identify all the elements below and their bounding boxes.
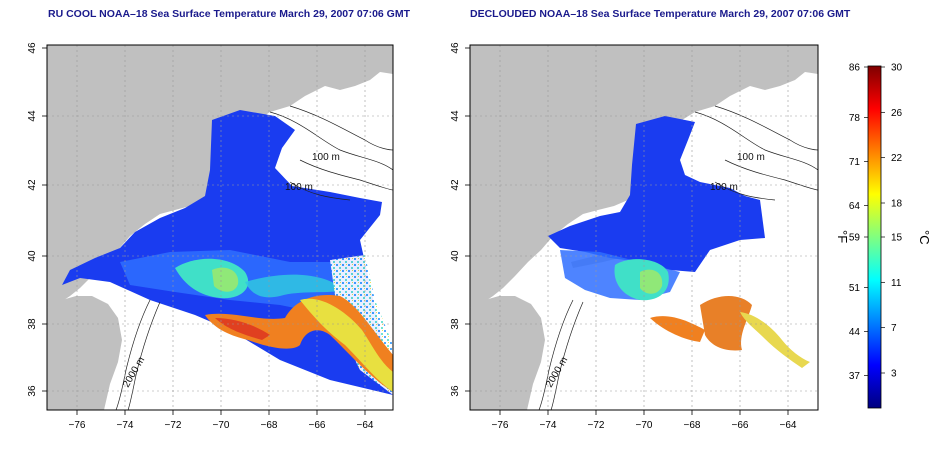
temperature-colorbar: 30 26 22 18 15 11 7 3 86 78 71 64 59 51 44 37 °F °C (835, 63, 932, 409)
lon-tick-label: −74 (540, 420, 557, 431)
lat-tick-label: 44 (27, 110, 38, 122)
lon-tick-label: −64 (357, 420, 374, 431)
right-axis-ticks: −76 −74 −72 −70 −68 −66 −64 36 38 40 42 44 46 (450, 42, 797, 431)
lat-tick-label: 42 (450, 179, 461, 191)
fahrenheit-tick-label: 59 (849, 233, 861, 244)
lon-tick-label: −74 (117, 420, 134, 431)
left-sst-map: 100 m 100 m 2000 m (46, 44, 394, 411)
colorbar-gradient (867, 65, 882, 409)
gulf-stream-yellow (300, 298, 393, 392)
celsius-tick-label: 15 (891, 233, 903, 244)
lon-tick-label: −76 (69, 420, 86, 431)
right-sst-map: 100 m 100 m 2000 m (469, 44, 819, 411)
celsius-tick-label: 7 (891, 323, 897, 334)
lon-tick-label: −72 (588, 420, 605, 431)
left-axis-ticks: −76 −74 −72 −70 −68 −66 −64 36 38 40 42 44 46 (27, 42, 374, 431)
lat-tick-label: 46 (450, 42, 461, 54)
lat-tick-label: 40 (27, 250, 38, 262)
contour-label: 100 m (710, 182, 738, 193)
celsius-unit-label: °C (917, 230, 932, 245)
sst-green-core (212, 267, 239, 292)
lat-tick-label: 36 (450, 385, 461, 397)
fahrenheit-tick-label: 51 (849, 283, 861, 294)
contour-label: 100 m (312, 152, 340, 163)
gulf-stream-warm (650, 316, 705, 342)
right-panel-title: DECLOUDED NOAA–18 Sea Surface Temperatur… (470, 8, 851, 20)
gulf-stream-yellow (740, 312, 810, 368)
lat-tick-label: 40 (450, 250, 461, 262)
gulf-stream-warm (700, 295, 752, 351)
celsius-tick-label: 18 (891, 199, 903, 210)
left-panel-title: RU COOL NOAA–18 Sea Surface Temperature … (48, 8, 411, 20)
lat-tick-label: 36 (27, 385, 38, 397)
lat-tick-label: 42 (27, 179, 38, 191)
lon-tick-label: −70 (213, 420, 230, 431)
celsius-tick-label: 3 (891, 369, 897, 380)
sst-green-core (640, 269, 663, 294)
lat-tick-label: 38 (450, 318, 461, 330)
graticule (47, 45, 393, 410)
gulf-stream-core (215, 318, 270, 340)
contour-label: 100 m (737, 152, 765, 163)
lon-tick-label: −64 (780, 420, 797, 431)
celsius-tick-label: 30 (891, 63, 903, 74)
fahrenheit-tick-label: 37 (849, 371, 861, 382)
colorbar-ticks: 30 26 22 18 15 11 7 3 86 78 71 64 59 51 44 37 (849, 63, 903, 383)
bathymetry-contours (115, 105, 393, 410)
land-mass (470, 45, 818, 308)
bathymetry-contours (538, 105, 818, 410)
lon-tick-label: −68 (684, 420, 701, 431)
lat-tick-label: 44 (450, 110, 461, 122)
fahrenheit-tick-label: 64 (849, 201, 861, 212)
lon-tick-label: −72 (165, 420, 182, 431)
celsius-tick-label: 22 (891, 153, 903, 164)
lon-tick-label: −76 (492, 420, 509, 431)
lon-tick-label: −66 (732, 420, 749, 431)
fahrenheit-tick-label: 71 (849, 157, 861, 168)
graticule (470, 45, 818, 410)
celsius-tick-label: 11 (891, 278, 902, 289)
fahrenheit-tick-label: 44 (849, 327, 861, 338)
lat-tick-label: 38 (27, 318, 38, 330)
fahrenheit-tick-label: 86 (849, 63, 861, 74)
map-frame (46, 44, 394, 411)
land-mass-south (47, 296, 122, 410)
fahrenheit-tick-label: 78 (849, 113, 861, 124)
land-mass (47, 45, 393, 308)
lon-tick-label: −68 (261, 420, 278, 431)
celsius-tick-label: 26 (891, 108, 903, 119)
lon-tick-label: −66 (309, 420, 326, 431)
lon-tick-label: −70 (636, 420, 653, 431)
contour-label: 100 m (285, 182, 313, 193)
fahrenheit-unit-label: °F (835, 230, 850, 243)
sst-blue-region (548, 116, 765, 272)
land-mass-south (470, 296, 545, 410)
sst-teal-band (245, 274, 345, 298)
lat-tick-label: 46 (27, 42, 38, 54)
